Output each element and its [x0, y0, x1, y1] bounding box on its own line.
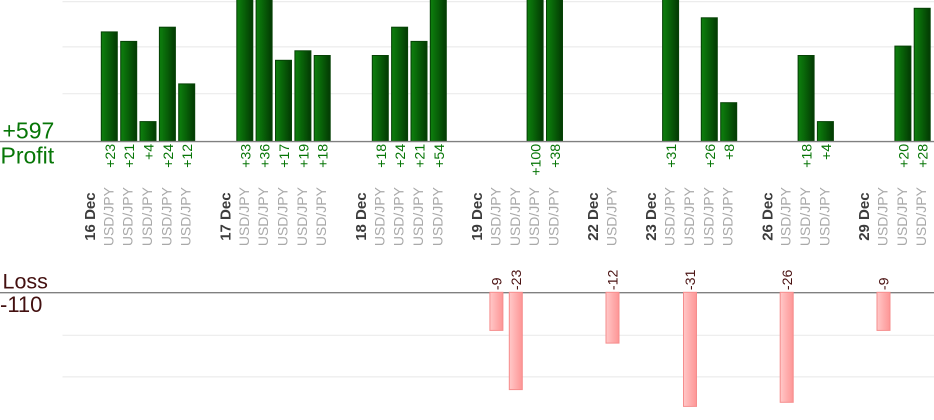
svg-text:22 Dec: 22 Dec	[585, 192, 602, 240]
svg-text:+28: +28	[916, 144, 932, 168]
svg-text:Loss: Loss	[3, 269, 48, 293]
svg-text:+100: +100	[529, 144, 545, 176]
svg-text:-12: -12	[606, 269, 622, 290]
svg-text:USD/JPY: USD/JPY	[255, 186, 271, 246]
svg-text:USD/JPY: USD/JPY	[875, 186, 891, 246]
svg-text:Profit: Profit	[1, 142, 55, 168]
svg-text:USD/JPY: USD/JPY	[681, 186, 697, 246]
svg-text:16 Dec: 16 Dec	[82, 192, 99, 240]
svg-text:USD/JPY: USD/JPY	[894, 186, 910, 246]
svg-text:+18: +18	[800, 144, 816, 168]
svg-text:USD/JPY: USD/JPY	[410, 186, 426, 246]
svg-text:+26: +26	[703, 144, 719, 168]
svg-text:USD/JPY: USD/JPY	[604, 186, 620, 246]
svg-text:USD/JPY: USD/JPY	[507, 186, 523, 246]
svg-text:+54: +54	[432, 144, 448, 168]
svg-text:+4: +4	[142, 144, 158, 160]
svg-text:USD/JPY: USD/JPY	[913, 186, 929, 246]
svg-text:-26: -26	[780, 269, 796, 290]
svg-text:+597: +597	[3, 117, 55, 143]
svg-text:USD/JPY: USD/JPY	[100, 186, 116, 246]
svg-text:USD/JPY: USD/JPY	[294, 186, 310, 246]
svg-text:USD/JPY: USD/JPY	[429, 186, 445, 246]
svg-text:+17: +17	[277, 144, 293, 168]
svg-text:29 Dec: 29 Dec	[856, 192, 873, 240]
svg-text:+24: +24	[161, 144, 177, 168]
svg-text:USD/JPY: USD/JPY	[313, 186, 329, 246]
svg-text:+36: +36	[258, 144, 274, 168]
svg-text:USD/JPY: USD/JPY	[526, 186, 542, 246]
svg-text:+23: +23	[103, 144, 119, 168]
svg-text:+21: +21	[413, 144, 429, 168]
svg-text:USD/JPY: USD/JPY	[371, 186, 387, 246]
svg-text:-23: -23	[509, 269, 525, 290]
svg-text:23 Dec: 23 Dec	[643, 192, 660, 240]
svg-text:USD/JPY: USD/JPY	[487, 186, 503, 246]
svg-text:USD/JPY: USD/JPY	[797, 186, 813, 246]
svg-text:USD/JPY: USD/JPY	[816, 186, 832, 246]
svg-text:USD/JPY: USD/JPY	[720, 186, 736, 246]
svg-text:USD/JPY: USD/JPY	[778, 186, 794, 246]
svg-text:USD/JPY: USD/JPY	[139, 186, 155, 246]
svg-text:-9: -9	[877, 277, 893, 290]
svg-text:USD/JPY: USD/JPY	[391, 186, 407, 246]
svg-text:USD/JPY: USD/JPY	[158, 186, 174, 246]
svg-text:+20: +20	[896, 144, 912, 168]
svg-text:USD/JPY: USD/JPY	[120, 186, 136, 246]
svg-text:-110: -110	[0, 292, 42, 317]
svg-text:+21: +21	[122, 144, 138, 168]
svg-text:+19: +19	[296, 144, 312, 168]
svg-text:+38: +38	[548, 144, 564, 168]
svg-text:19 Dec: 19 Dec	[469, 192, 486, 240]
svg-text:USD/JPY: USD/JPY	[700, 186, 716, 246]
svg-text:17 Dec: 17 Dec	[217, 192, 234, 240]
svg-text:+24: +24	[393, 144, 409, 168]
svg-text:+8: +8	[722, 144, 738, 160]
svg-text:-9: -9	[490, 277, 506, 290]
svg-text:+18: +18	[374, 144, 390, 168]
svg-text:+18: +18	[316, 144, 332, 168]
svg-text:USD/JPY: USD/JPY	[275, 186, 291, 246]
svg-text:+33: +33	[238, 144, 254, 168]
svg-text:18 Dec: 18 Dec	[353, 192, 370, 240]
svg-text:USD/JPY: USD/JPY	[236, 186, 252, 246]
svg-text:26 Dec: 26 Dec	[759, 192, 776, 240]
svg-text:-31: -31	[683, 269, 699, 290]
svg-text:USD/JPY: USD/JPY	[546, 186, 562, 246]
svg-text:+4: +4	[819, 144, 835, 160]
svg-text:USD/JPY: USD/JPY	[178, 186, 194, 246]
svg-text:USD/JPY: USD/JPY	[662, 186, 678, 246]
svg-text:+12: +12	[180, 144, 196, 168]
svg-text:+31: +31	[664, 144, 680, 168]
